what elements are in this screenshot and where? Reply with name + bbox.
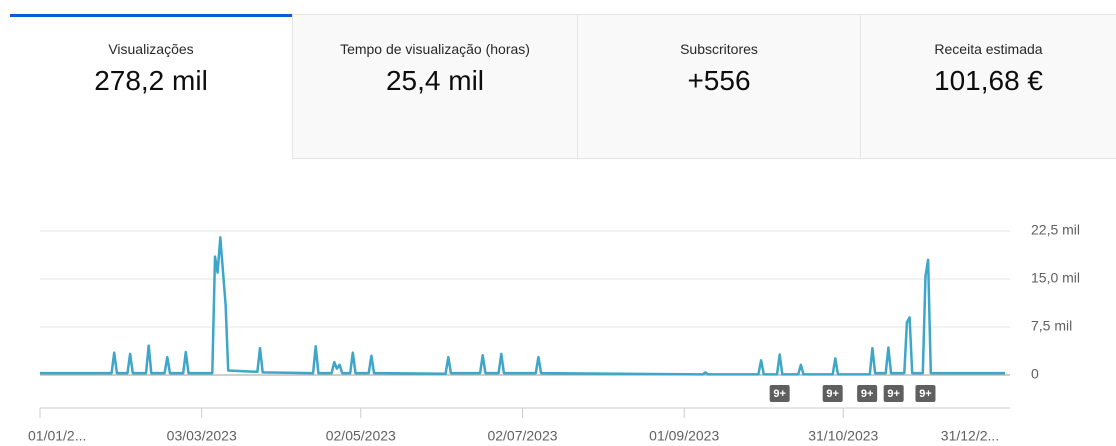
x-tick-label: 02/07/2023 (487, 428, 557, 444)
annotation-badge[interactable]: 9+ (822, 385, 843, 402)
badge-bg (857, 385, 878, 402)
metric-label: Receita estimada (934, 41, 1043, 57)
y-tick-label: 22,5 mil (1031, 222, 1080, 238)
metric-value: 101,68 € (934, 65, 1043, 96)
badge-bg (822, 385, 843, 402)
annotation-badge[interactable]: 9+ (857, 385, 878, 402)
y-tick-label: 0 (1031, 366, 1039, 382)
badge-label: 9+ (773, 388, 786, 400)
x-tick-label: 01/01/2... (28, 428, 86, 444)
metric-value: 25,4 mil (385, 65, 485, 96)
badge-bg (769, 385, 790, 402)
y-tick-label: 7,5 mil (1031, 318, 1072, 334)
metric-tab[interactable]: Tempo de visualização (horas) 25,4 mil (292, 15, 577, 159)
metric-tab[interactable]: Visualizações 278,2 mil (10, 14, 292, 159)
x-tick-label: 01/09/2023 (649, 428, 719, 444)
badge-label: 9+ (826, 388, 839, 400)
x-tick-label: 02/05/2023 (326, 428, 396, 444)
metric-value: 278,2 mil (94, 65, 208, 96)
annotation-badge[interactable]: 9+ (915, 385, 936, 402)
metric-tab[interactable]: Receita estimada 101,68 € (860, 15, 1116, 159)
y-tick-label: 15,0 mil (1031, 270, 1080, 286)
line-series (40, 236, 1005, 376)
metric-tabs: Visualizações 278,2 mil Tempo de visualiza… (10, 14, 1116, 159)
badge-bg (883, 385, 904, 402)
metric-label: Visualizações (108, 41, 194, 57)
badge-bg (915, 385, 936, 402)
annotation-badge[interactable]: 9+ (769, 385, 790, 402)
metric-tab[interactable]: Subscritores +556 (577, 15, 860, 159)
metric-label: Subscritores (680, 41, 758, 57)
metric-value: +556 (687, 65, 751, 96)
badge-label: 9+ (887, 388, 900, 400)
badge-label: 9+ (919, 388, 932, 400)
annotation-badge[interactable]: 9+ (883, 385, 904, 402)
x-tick-label: 31/12/2... (941, 428, 999, 444)
x-tick-label: 31/10/2023 (808, 428, 878, 444)
badge-label: 9+ (861, 388, 874, 400)
x-tick-label: 03/03/2023 (167, 428, 237, 444)
metric-label: Tempo de visualização (horas) (340, 41, 530, 57)
